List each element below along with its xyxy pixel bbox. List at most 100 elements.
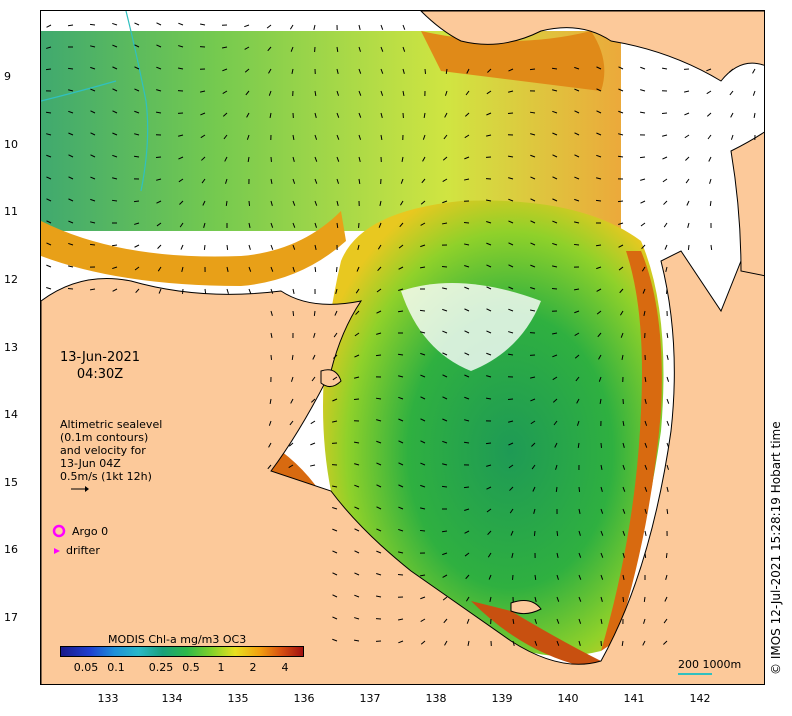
- velocity-arrow: [552, 132, 558, 136]
- velocity-arrow: [443, 618, 448, 624]
- velocity-arrow: [269, 112, 272, 119]
- velocity-arrow: [420, 352, 426, 356]
- velocity-arrow: [376, 506, 382, 510]
- lon-tick: 139: [491, 692, 513, 705]
- land-groote-eylandt: [320, 369, 342, 387]
- velocity-arrow: [354, 594, 360, 598]
- velocity-arrow: [640, 222, 646, 227]
- velocity-arrow: [246, 112, 250, 118]
- velocity-arrow: [530, 133, 536, 136]
- velocity-arrow: [68, 154, 74, 158]
- velocity-arrow: [422, 134, 426, 140]
- velocity-arrow: [288, 464, 294, 468]
- velocity-arrow: [464, 308, 470, 312]
- velocity-arrow: [68, 132, 74, 136]
- velocity-arrow: [68, 265, 74, 268]
- altimetry-legend-line: Altimetric sealevel: [60, 418, 163, 431]
- velocity-arrow: [508, 220, 514, 224]
- velocity-arrow: [510, 530, 514, 536]
- velocity-arrow: [465, 90, 470, 96]
- velocity-arrow: [622, 464, 626, 470]
- velocity-arrow: [244, 24, 250, 28]
- velocity-arrow: [201, 156, 206, 161]
- velocity-arrow: [596, 154, 602, 158]
- argo-label: Argo 0: [72, 524, 109, 538]
- velocity-arrow: [531, 442, 536, 447]
- velocity-arrow: [488, 574, 492, 580]
- velocity-arrow: [486, 242, 492, 246]
- velocity-arrow: [464, 374, 470, 378]
- velocity-arrow: [599, 398, 602, 405]
- velocity-arrow: [464, 508, 470, 511]
- velocity-arrow: [622, 552, 625, 558]
- velocity-arrow: [354, 550, 360, 554]
- velocity-arrow: [666, 376, 670, 382]
- velocity-arrow: [358, 90, 362, 96]
- velocity-arrow: [618, 110, 624, 114]
- velocity-arrow: [486, 464, 492, 467]
- velocity-arrow: [596, 177, 602, 180]
- velocity-arrow: [336, 90, 340, 96]
- velocity-arrow: [355, 310, 360, 315]
- velocity-arrow: [292, 178, 296, 184]
- velocity-arrow: [596, 132, 602, 136]
- velocity-arrow: [643, 310, 646, 316]
- velocity-arrow: [226, 288, 229, 294]
- velocity-arrow: [575, 376, 580, 382]
- velocity-arrow: [356, 266, 360, 272]
- velocity-arrow: [508, 198, 514, 202]
- velocity-arrow: [68, 110, 74, 114]
- lat-tick: 9: [4, 70, 11, 83]
- velocity-arrow: [376, 310, 382, 314]
- velocity-arrow: [641, 244, 646, 249]
- velocity-arrow: [419, 309, 426, 312]
- velocity-arrow: [332, 550, 338, 554]
- velocity-arrow: [663, 640, 668, 645]
- velocity-arrow: [707, 134, 712, 140]
- velocity-arrow: [358, 24, 361, 30]
- velocity-arrow: [640, 178, 646, 181]
- velocity-arrow: [314, 266, 317, 273]
- coastal-chl-northwest: [41, 211, 346, 286]
- velocity-arrow: [556, 596, 560, 602]
- velocity-arrow: [354, 572, 360, 576]
- velocity-arrow: [134, 44, 140, 48]
- velocity-arrow: [622, 486, 626, 492]
- velocity-arrow: [244, 68, 250, 73]
- velocity-arrow: [600, 508, 604, 514]
- velocity-arrow: [486, 112, 492, 116]
- velocity-arrow: [226, 244, 229, 251]
- velocity-arrow: [245, 90, 250, 96]
- velocity-arrow: [487, 68, 492, 73]
- velocity-arrow: [600, 618, 603, 624]
- velocity-arrow: [556, 640, 560, 646]
- velocity-arrow: [618, 88, 624, 92]
- velocity-arrow: [640, 66, 646, 70]
- velocity-arrow: [200, 90, 206, 93]
- velocity-arrow: [46, 133, 52, 136]
- velocity-arrow: [664, 244, 668, 250]
- altimetry-legend: Altimetric sealevel (0.1m contours) and …: [60, 418, 162, 496]
- velocity-arrow: [354, 376, 360, 379]
- lon-tick: 135: [227, 692, 249, 705]
- velocity-arrow: [508, 308, 514, 312]
- velocity-arrow: [314, 200, 318, 206]
- velocity-arrow: [687, 244, 690, 251]
- velocity-arrow: [398, 266, 404, 270]
- map-panel[interactable]: [40, 10, 765, 685]
- velocity-arrow: [617, 155, 624, 158]
- coastal-chl-north: [421, 31, 605, 91]
- velocity-arrow: [398, 506, 404, 510]
- velocity-arrow: [661, 67, 668, 70]
- velocity-arrow: [358, 178, 361, 185]
- velocity-arrow: [398, 396, 404, 400]
- velocity-arrow: [573, 288, 580, 291]
- velocity-arrow: [530, 420, 536, 425]
- velocity-arrow: [464, 134, 470, 139]
- altimetry-legend-line: (0.1m contours): [60, 431, 149, 444]
- velocity-arrow: [270, 266, 274, 272]
- chlorophyll-map: [41, 11, 764, 684]
- velocity-arrow: [752, 68, 756, 74]
- colorbar-tick: 1: [217, 661, 225, 674]
- velocity-arrow: [158, 288, 162, 294]
